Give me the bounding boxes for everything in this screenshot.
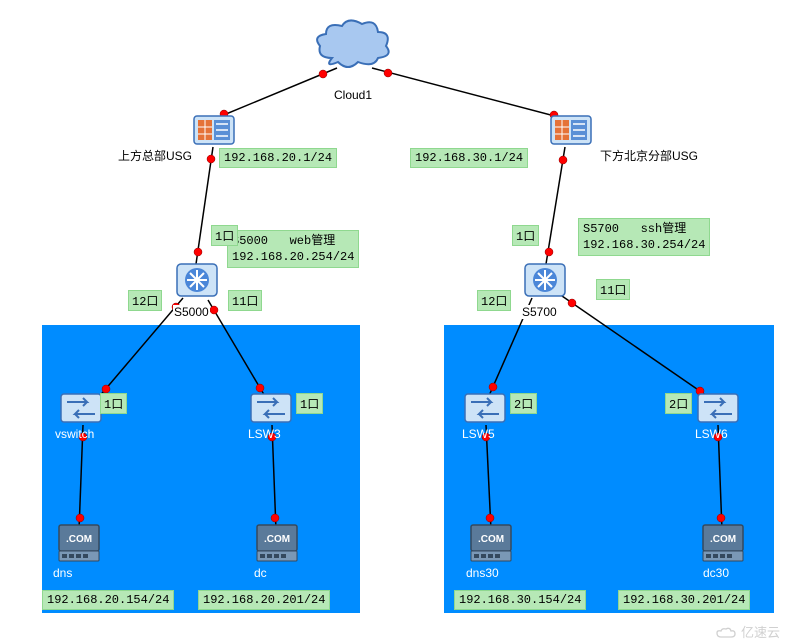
usg-left-label: 上方总部USG — [117, 147, 193, 164]
ip-dc: 192.168.20.201/24 — [198, 590, 330, 610]
cloud-node — [312, 18, 392, 74]
s5700-label: S5700 — [521, 305, 558, 319]
svg-text:.COM: .COM — [66, 534, 92, 545]
s5000-node — [175, 258, 223, 306]
dns30-node: .COM — [468, 522, 516, 570]
dns-node: .COM — [56, 522, 104, 570]
s5700-node — [523, 258, 571, 306]
cloud-label: Cloud1 — [333, 88, 373, 102]
lsw6-label: LSW6 — [695, 427, 728, 441]
port-s5000-r: 11口 — [228, 290, 262, 311]
s5000-label: S5000 — [173, 305, 210, 319]
port-s5700-up: 1口 — [512, 225, 539, 246]
vswitch-label: vswitch — [55, 427, 94, 441]
usg-right — [549, 110, 597, 158]
dns30-label: dns30 — [466, 566, 499, 580]
port-s5700-r: 11口 — [596, 279, 630, 300]
ip-dc30: 192.168.30.201/24 — [618, 590, 750, 610]
svg-text:.COM: .COM — [478, 534, 504, 545]
lsw3-label: LSW3 — [248, 427, 281, 441]
port-lsw6: 2口 — [665, 393, 692, 414]
lsw5-label: LSW5 — [462, 427, 495, 441]
port-s5700-l: 12口 — [477, 290, 511, 311]
svg-text:.COM: .COM — [264, 534, 290, 545]
port-s5000-l: 12口 — [128, 290, 162, 311]
dc-label: dc — [254, 566, 267, 580]
ip-usg-right: 192.168.30.1/24 — [410, 148, 528, 168]
port-lsw3: 1口 — [296, 393, 323, 414]
s5000-info: S5000 web管理 192.168.20.254/24 — [227, 230, 359, 268]
port-lsw5: 2口 — [510, 393, 537, 414]
dc30-label: dc30 — [703, 566, 729, 580]
svg-text:.COM: .COM — [710, 534, 736, 545]
s5700-info: S5700 ssh管理 192.168.30.254/24 — [578, 218, 710, 256]
watermark-text: 亿速云 — [741, 625, 780, 640]
dc30-node: .COM — [700, 522, 748, 570]
dc-node: .COM — [254, 522, 302, 570]
port-vswitch: 1口 — [100, 393, 127, 414]
watermark: 亿速云 — [715, 622, 780, 641]
ip-usg-left: 192.168.20.1/24 — [219, 148, 337, 168]
port-s5000-up: 1口 — [211, 225, 238, 246]
dns-label: dns — [53, 566, 72, 580]
usg-right-label: 下方北京分部USG — [599, 147, 699, 164]
ip-dns30: 192.168.30.154/24 — [454, 590, 586, 610]
ip-dns: 192.168.20.154/24 — [42, 590, 174, 610]
